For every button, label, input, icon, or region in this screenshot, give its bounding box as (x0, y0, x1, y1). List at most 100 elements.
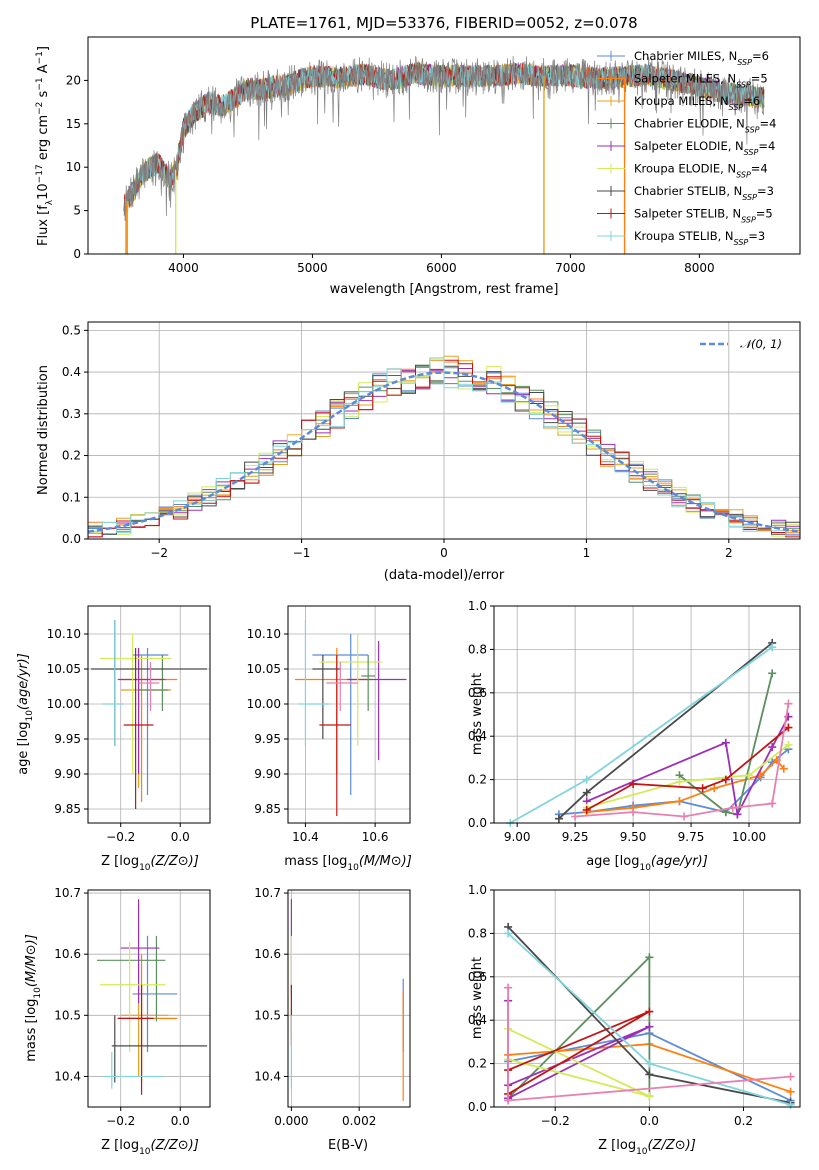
weight-vs-Z-line-4 (507, 1028, 650, 1098)
legend-label-2: Kroupa MILES, NSSP=6 (634, 94, 760, 112)
spectrum-plot-area (123, 55, 765, 254)
mass-vs-ebv-y-tick-label: 10.5 (254, 1008, 281, 1022)
weight-vs-Z-marker-8-0 (504, 983, 513, 992)
weight-vs-age-x-tick-label: 9.75 (678, 830, 705, 844)
weight-vs-Z-y-tick-label: 0.8 (468, 926, 487, 940)
mass-vs-ebv-frame (287, 889, 411, 1108)
residuals-x-tick-label: −1 (293, 546, 311, 560)
weight-vs-Z-marker-7-1 (645, 1059, 654, 1068)
weight-vs-Z-x-tick-label: −0.2 (541, 1114, 570, 1128)
weight-vs-age-marker-8-0 (571, 812, 580, 821)
residuals-y-tick-label: 0.5 (62, 323, 81, 337)
weight-vs-age-marker-3-3 (768, 743, 777, 752)
mass-vs-ebv-y-tick-label: 10.4 (254, 1069, 281, 1083)
weight-vs-Z-y-tick-label: 1.0 (468, 883, 487, 897)
residual-histogram-8 (88, 357, 800, 536)
weight-vs-age-marker-3-1 (721, 738, 730, 747)
mass-vs-Z-y-tick-label: 10.5 (54, 1008, 81, 1022)
weight-vs-age-x-tick-label: 10.00 (732, 830, 766, 844)
age-vs-mass-x-tick-label: 10.4 (292, 830, 319, 844)
weight-vs-age-marker-1-6 (779, 764, 788, 773)
spectrum-y-label: Flux [fλ10−17 erg cm−2 s−1 A−1] (35, 46, 55, 246)
weight-vs-age-marker-4-2 (745, 771, 753, 780)
weight-vs-age-marker-1-2 (675, 797, 684, 806)
weight-vs-Z-y-tick-label: 0.6 (468, 970, 487, 984)
normal-curve (87, 371, 801, 533)
weight-vs-age-marker-8-1 (629, 808, 638, 817)
weight-vs-age-marker-1-3 (710, 784, 719, 793)
weight-vs-age-marker-6-3 (721, 775, 730, 784)
residuals-y-tick-label: 0.0 (62, 532, 81, 546)
age-vs-Z-y-tick-label: 9.95 (54, 732, 81, 746)
age-vs-Z-plot-area (90, 620, 208, 809)
residuals-ticks: −2 −1 0 1 2 0.0 0.1 0.2 0.3 0.4 0.5 (62, 323, 733, 560)
weight-vs-age-y-tick-label: 0.8 (468, 642, 487, 656)
age-vs-Z-y-tick-label: 9.90 (54, 767, 81, 781)
residuals-x-tick-label: 2 (725, 546, 733, 560)
weight-vs-age-x-tick-label: 9.25 (562, 830, 589, 844)
weight-vs-age-marker-8-2 (680, 812, 689, 821)
age-vs-mass-y-tick-label: 9.95 (254, 732, 281, 746)
weight-vs-age-y-tick-label: 0.2 (468, 773, 487, 787)
spectrum-x-tick-label: 5000 (297, 261, 328, 275)
weight-vs-age-marker-6-4 (784, 723, 793, 732)
residuals-panel: −2 −1 0 1 2 0.0 0.1 0.2 0.3 0.4 0.5 (data-model)/e… (36, 321, 801, 583)
weight-vs-Z-marker-3-2 (645, 1022, 654, 1031)
mass-vs-ebv-x-label: E(B-V) (328, 1138, 368, 1153)
age-vs-mass-y-tick-label: 9.85 (254, 802, 281, 816)
weight-vs-Z-x-tick-label: 0.2 (734, 1114, 753, 1128)
age-vs-Z-y-tick-label: 10.00 (47, 697, 81, 711)
age-vs-Z-x-label: Z [log10(Z/Z⊙)] (101, 854, 199, 873)
weight-vs-age-marker-8-4 (768, 799, 777, 808)
spectrum-y-tick-label: 10 (66, 160, 81, 174)
spectrum-ticks: 4000 5000 6000 7000 8000 0 5 10 15 20 (66, 73, 715, 275)
spectrum-y-tick-label: 0 (73, 247, 81, 261)
age-vs-mass-panel: 10.4 10.6 9.85 9.90 9.95 10.00 10.05 10.10 mass… (247, 605, 412, 873)
weight-vs-Z-x-tick-label: 0.0 (640, 1114, 659, 1128)
legend-label-4: Salpeter ELODIE, NSSP=4 (634, 139, 775, 157)
age-vs-mass-frame (287, 605, 411, 824)
weight-vs-age-x-tick-label: 9.50 (620, 830, 647, 844)
legend-label-3: Chabrier ELODIE, NSSP=4 (634, 117, 776, 135)
observed-spectrum (123, 55, 765, 222)
weight-vs-age-marker-5-0 (554, 814, 563, 823)
mass-vs-Z-y-label: mass [log10(M/M⊙)] (24, 934, 43, 1062)
mass-vs-Z-x-tick-label: −0.2 (106, 1114, 135, 1128)
weight-vs-age-marker-6-2 (698, 784, 707, 793)
weight-vs-Z-marker-5-1 (645, 1070, 654, 1079)
age-vs-mass-y-tick-label: 10.00 (247, 697, 281, 711)
weight-vs-age-marker-7-1 (582, 775, 591, 784)
weight-vs-age-y-tick-label: 1.0 (468, 599, 487, 613)
mass-vs-Z-panel: −0.2 0.010.410.510.610.7 Z [log10(Z/Z⊙)] … (24, 886, 211, 1157)
age-vs-Z-y-label: age [log10(age/yr)] (16, 653, 35, 775)
weight-vs-age-line-2 (678, 673, 774, 816)
spectrum-x-tick-label: 4000 (168, 261, 199, 275)
weight-vs-age-marker-2-3 (768, 669, 777, 678)
residuals-y-tick-label: 0.2 (62, 449, 81, 463)
spectrum-panel: PLATE=1761, MJD=53376, FIBERID=0052, z=0… (35, 14, 801, 297)
spectrum-title: PLATE=1761, MJD=53376, FIBERID=0052, z=0… (250, 14, 637, 32)
weight-vs-Z-marker-8-2 (786, 1072, 795, 1081)
weight-vs-age-marker-4-3 (784, 740, 793, 749)
mass-vs-ebv-panel: 0.000 0.002 10.4 10.5 10.6 10.7 E(B-V) (254, 886, 411, 1153)
legend-label-8: Kroupa STELIB, NSSP=3 (634, 229, 765, 247)
residuals-legend: 𝒩(0, 1) (700, 337, 782, 351)
age-vs-Z-y-tick-label: 10.05 (47, 662, 81, 676)
mass-vs-ebv-x-tick-label: 0.002 (342, 1114, 376, 1128)
residuals-x-tick-label: 0 (440, 546, 448, 560)
weight-vs-age-y-tick-label: 0.4 (468, 729, 487, 743)
mass-vs-Z-y-tick-label: 10.6 (54, 947, 81, 961)
weight-vs-age-y-tick-label: 0.0 (468, 816, 487, 830)
legend-label-0: Chabrier MILES, NSSP=6 (634, 49, 769, 67)
age-vs-mass-ticks: 10.4 10.6 9.85 9.90 9.95 10.00 10.05 10.10 (247, 627, 389, 844)
mass-vs-Z-plot-area (96, 899, 208, 1095)
age-vs-Z-grid (88, 606, 210, 823)
spectrum-y-tick-label: 20 (66, 73, 81, 87)
weight-vs-age-marker-8-3 (728, 803, 737, 812)
residuals-x-tick-label: −2 (150, 546, 168, 560)
mass-vs-ebv-grid (288, 890, 410, 1107)
spectrum-x-tick-label: 6000 (426, 261, 457, 275)
spectrum-y-tick-label: 15 (66, 117, 81, 131)
age-vs-Z-ticks: −0.2 0.0 9.85 9.90 9.95 10.00 10.05 10.10 (47, 627, 190, 844)
